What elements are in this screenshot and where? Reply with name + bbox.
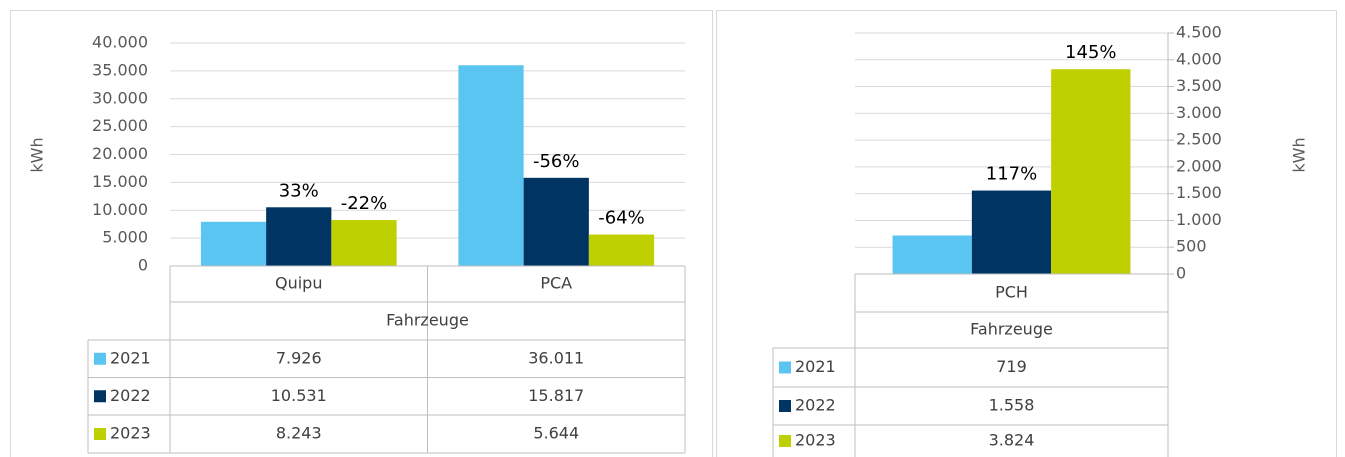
chart-frame <box>10 10 713 457</box>
table-cell: 1.558 <box>989 396 1035 415</box>
bar <box>892 235 972 274</box>
data-label: 33% <box>279 180 319 201</box>
legend-swatch <box>779 400 791 412</box>
y-tick-label: 30.000 <box>92 88 148 107</box>
table-cell: 8.243 <box>276 424 322 443</box>
legend-swatch <box>94 428 106 440</box>
x-axis-title: Fahrzeuge <box>386 311 469 330</box>
y-axis-title: kWh <box>1290 137 1309 172</box>
data-label: 145% <box>1065 42 1116 63</box>
table-cell: 3.824 <box>989 431 1035 450</box>
y-tick-label: 2.500 <box>1176 130 1222 149</box>
y-tick-label: 3.000 <box>1176 103 1222 122</box>
legend-label: 2022 <box>110 386 151 405</box>
y-tick-label: 4.000 <box>1176 49 1222 68</box>
y-tick-label: 15.000 <box>92 172 148 191</box>
data-label: -56% <box>533 151 580 172</box>
x-tick-label: PCA <box>540 274 572 293</box>
x-axis-title: Fahrzeuge <box>970 320 1053 339</box>
chart-frame <box>716 10 1337 457</box>
y-tick-label: 1.500 <box>1176 183 1222 202</box>
legend-label: 2023 <box>795 431 836 450</box>
y-tick-label: 500 <box>1176 237 1207 256</box>
legend-label: 2022 <box>795 396 836 415</box>
table-cell: 15.817 <box>528 386 584 405</box>
y-tick-label: 5.000 <box>102 228 148 247</box>
data-label: 117% <box>986 164 1037 185</box>
bar <box>458 65 524 266</box>
y-tick-label: 10.000 <box>92 200 148 219</box>
y-tick-label: 2.000 <box>1176 156 1222 175</box>
y-tick-label: 40.000 <box>92 33 148 52</box>
legend-swatch <box>94 352 106 365</box>
bar <box>523 177 589 266</box>
table-cell: 719 <box>996 357 1027 376</box>
y-tick-label: 0 <box>1176 264 1186 283</box>
legend-label: 2021 <box>795 357 836 376</box>
data-label: -22% <box>341 193 388 214</box>
bar <box>331 220 397 266</box>
y-tick-label: 35.000 <box>92 60 148 79</box>
y-tick-label: 0 <box>138 256 148 275</box>
legend-swatch <box>94 390 106 403</box>
y-axis-title: kWh <box>28 137 47 172</box>
data-label: -64% <box>598 208 645 229</box>
bar <box>588 234 655 266</box>
y-tick-label: 20.000 <box>92 144 148 163</box>
legend-swatch <box>779 361 791 374</box>
bar <box>200 221 267 266</box>
x-tick-label: Quipu <box>275 274 322 293</box>
y-tick-label: 4.500 <box>1176 23 1222 42</box>
table-cell: 7.926 <box>276 348 322 367</box>
y-tick-label: 1.000 <box>1176 210 1222 229</box>
bar <box>1051 69 1131 274</box>
bar <box>971 190 1052 274</box>
legend-label: 2021 <box>110 348 151 367</box>
table-cell: 10.531 <box>271 386 327 405</box>
table-cell: 5.644 <box>533 424 579 443</box>
y-tick-label: 3.500 <box>1176 76 1222 95</box>
legend-label: 2023 <box>110 424 151 443</box>
table-cell: 36.011 <box>528 348 584 367</box>
y-tick-label: 25.000 <box>92 116 148 135</box>
x-tick-label: PCH <box>995 283 1028 302</box>
bar <box>266 207 332 266</box>
legend-swatch <box>779 435 791 447</box>
